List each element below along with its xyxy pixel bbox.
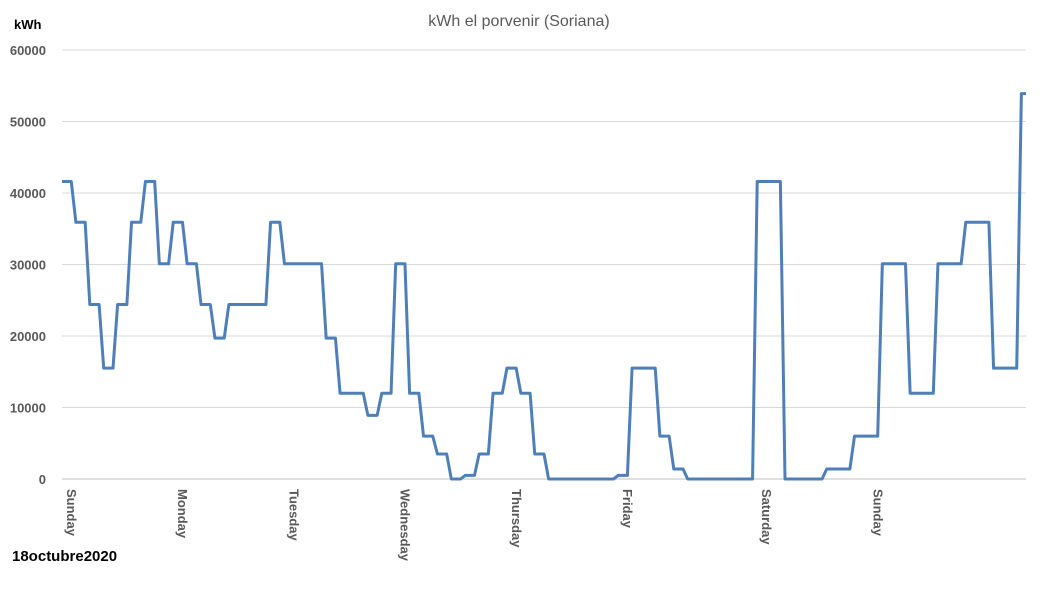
- y-tick-label: 10000: [10, 401, 46, 416]
- gridlines: [62, 49, 1026, 480]
- x-tick-label: Friday: [620, 489, 635, 529]
- y-tick-label: 60000: [10, 43, 46, 58]
- y-tick-label: 0: [39, 472, 46, 487]
- chart-title: kWh el porvenir (Soriana): [428, 13, 609, 30]
- y-axis-label: kWh: [14, 17, 42, 32]
- x-tick-label: Sunday: [870, 489, 885, 537]
- x-tick-label: Wednesday: [398, 489, 413, 562]
- y-tick-labels: 0 10000 20000 30000 40000 50000 60000: [10, 43, 46, 487]
- y-tick-label: 50000: [10, 115, 46, 130]
- x-tick-label: Monday: [175, 489, 190, 539]
- x-tick-label: Thursday: [509, 489, 524, 548]
- x-tick-label: Sunday: [64, 489, 79, 537]
- x-tick-label: Saturday: [759, 489, 774, 545]
- series-line: [62, 92, 1026, 481]
- date-footnote: 18octubre2020: [12, 548, 118, 565]
- x-tick-label: Tuesday: [286, 489, 301, 542]
- y-tick-label: 30000: [10, 258, 46, 273]
- y-tick-label: 40000: [10, 186, 46, 201]
- x-tick-labels: Sunday Monday Tuesday Wednesday Thursday Frid…: [64, 489, 885, 562]
- y-tick-label: 20000: [10, 329, 46, 344]
